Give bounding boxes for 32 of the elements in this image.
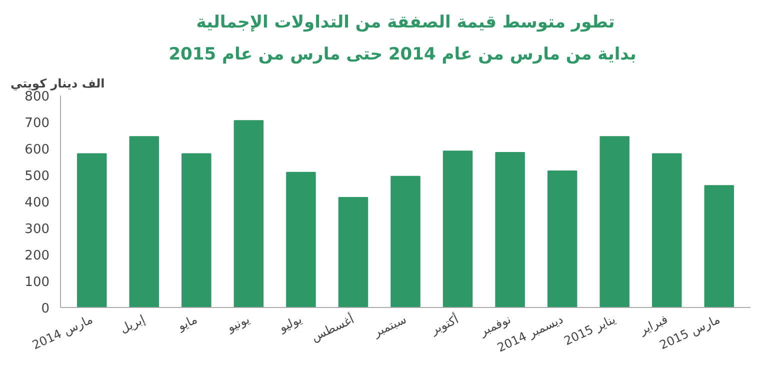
x-tick-label: سبتمبر [370, 312, 408, 340]
y-tick-label: 600 [24, 142, 50, 158]
bar [76, 153, 107, 308]
x-tick-label: يوليو [276, 312, 304, 335]
x-tick-label: أكتوبر [427, 311, 461, 338]
bar [286, 172, 316, 308]
bar [652, 153, 682, 308]
y-tick-label: 700 [24, 116, 50, 131]
y-tick-label: 500 [24, 169, 50, 184]
y-tick-label: 800 [24, 90, 50, 104]
bar [182, 153, 212, 308]
bar [129, 136, 160, 308]
bar [234, 120, 264, 308]
bar [704, 185, 734, 308]
y-tick-label: 200 [24, 248, 50, 264]
y-axis-title: الف دينار كويتي [10, 76, 105, 90]
bar [495, 152, 525, 308]
bar [390, 176, 420, 308]
bar [338, 197, 368, 308]
y-tick-label: 100 [24, 275, 50, 290]
y-tick-label: 300 [24, 222, 50, 237]
chart-subtitle: بداية من مارس من عام 2014 حتى مارس من عام 2015 [168, 44, 636, 64]
x-tick-label: أغسطس [308, 311, 356, 344]
x-tick-label: إبريل [118, 312, 148, 336]
x-tick-label: يناير 2015 [562, 312, 618, 348]
bar [600, 136, 630, 308]
bar [547, 170, 578, 308]
chart-title: تطور متوسط قيمة الصفقة من التداولات الإجمالية [196, 12, 615, 32]
x-tick-label: يونيو [224, 312, 252, 335]
bar [442, 150, 473, 308]
y-tick-label: 400 [24, 196, 50, 210]
x-tick-label: مايو [174, 312, 200, 334]
